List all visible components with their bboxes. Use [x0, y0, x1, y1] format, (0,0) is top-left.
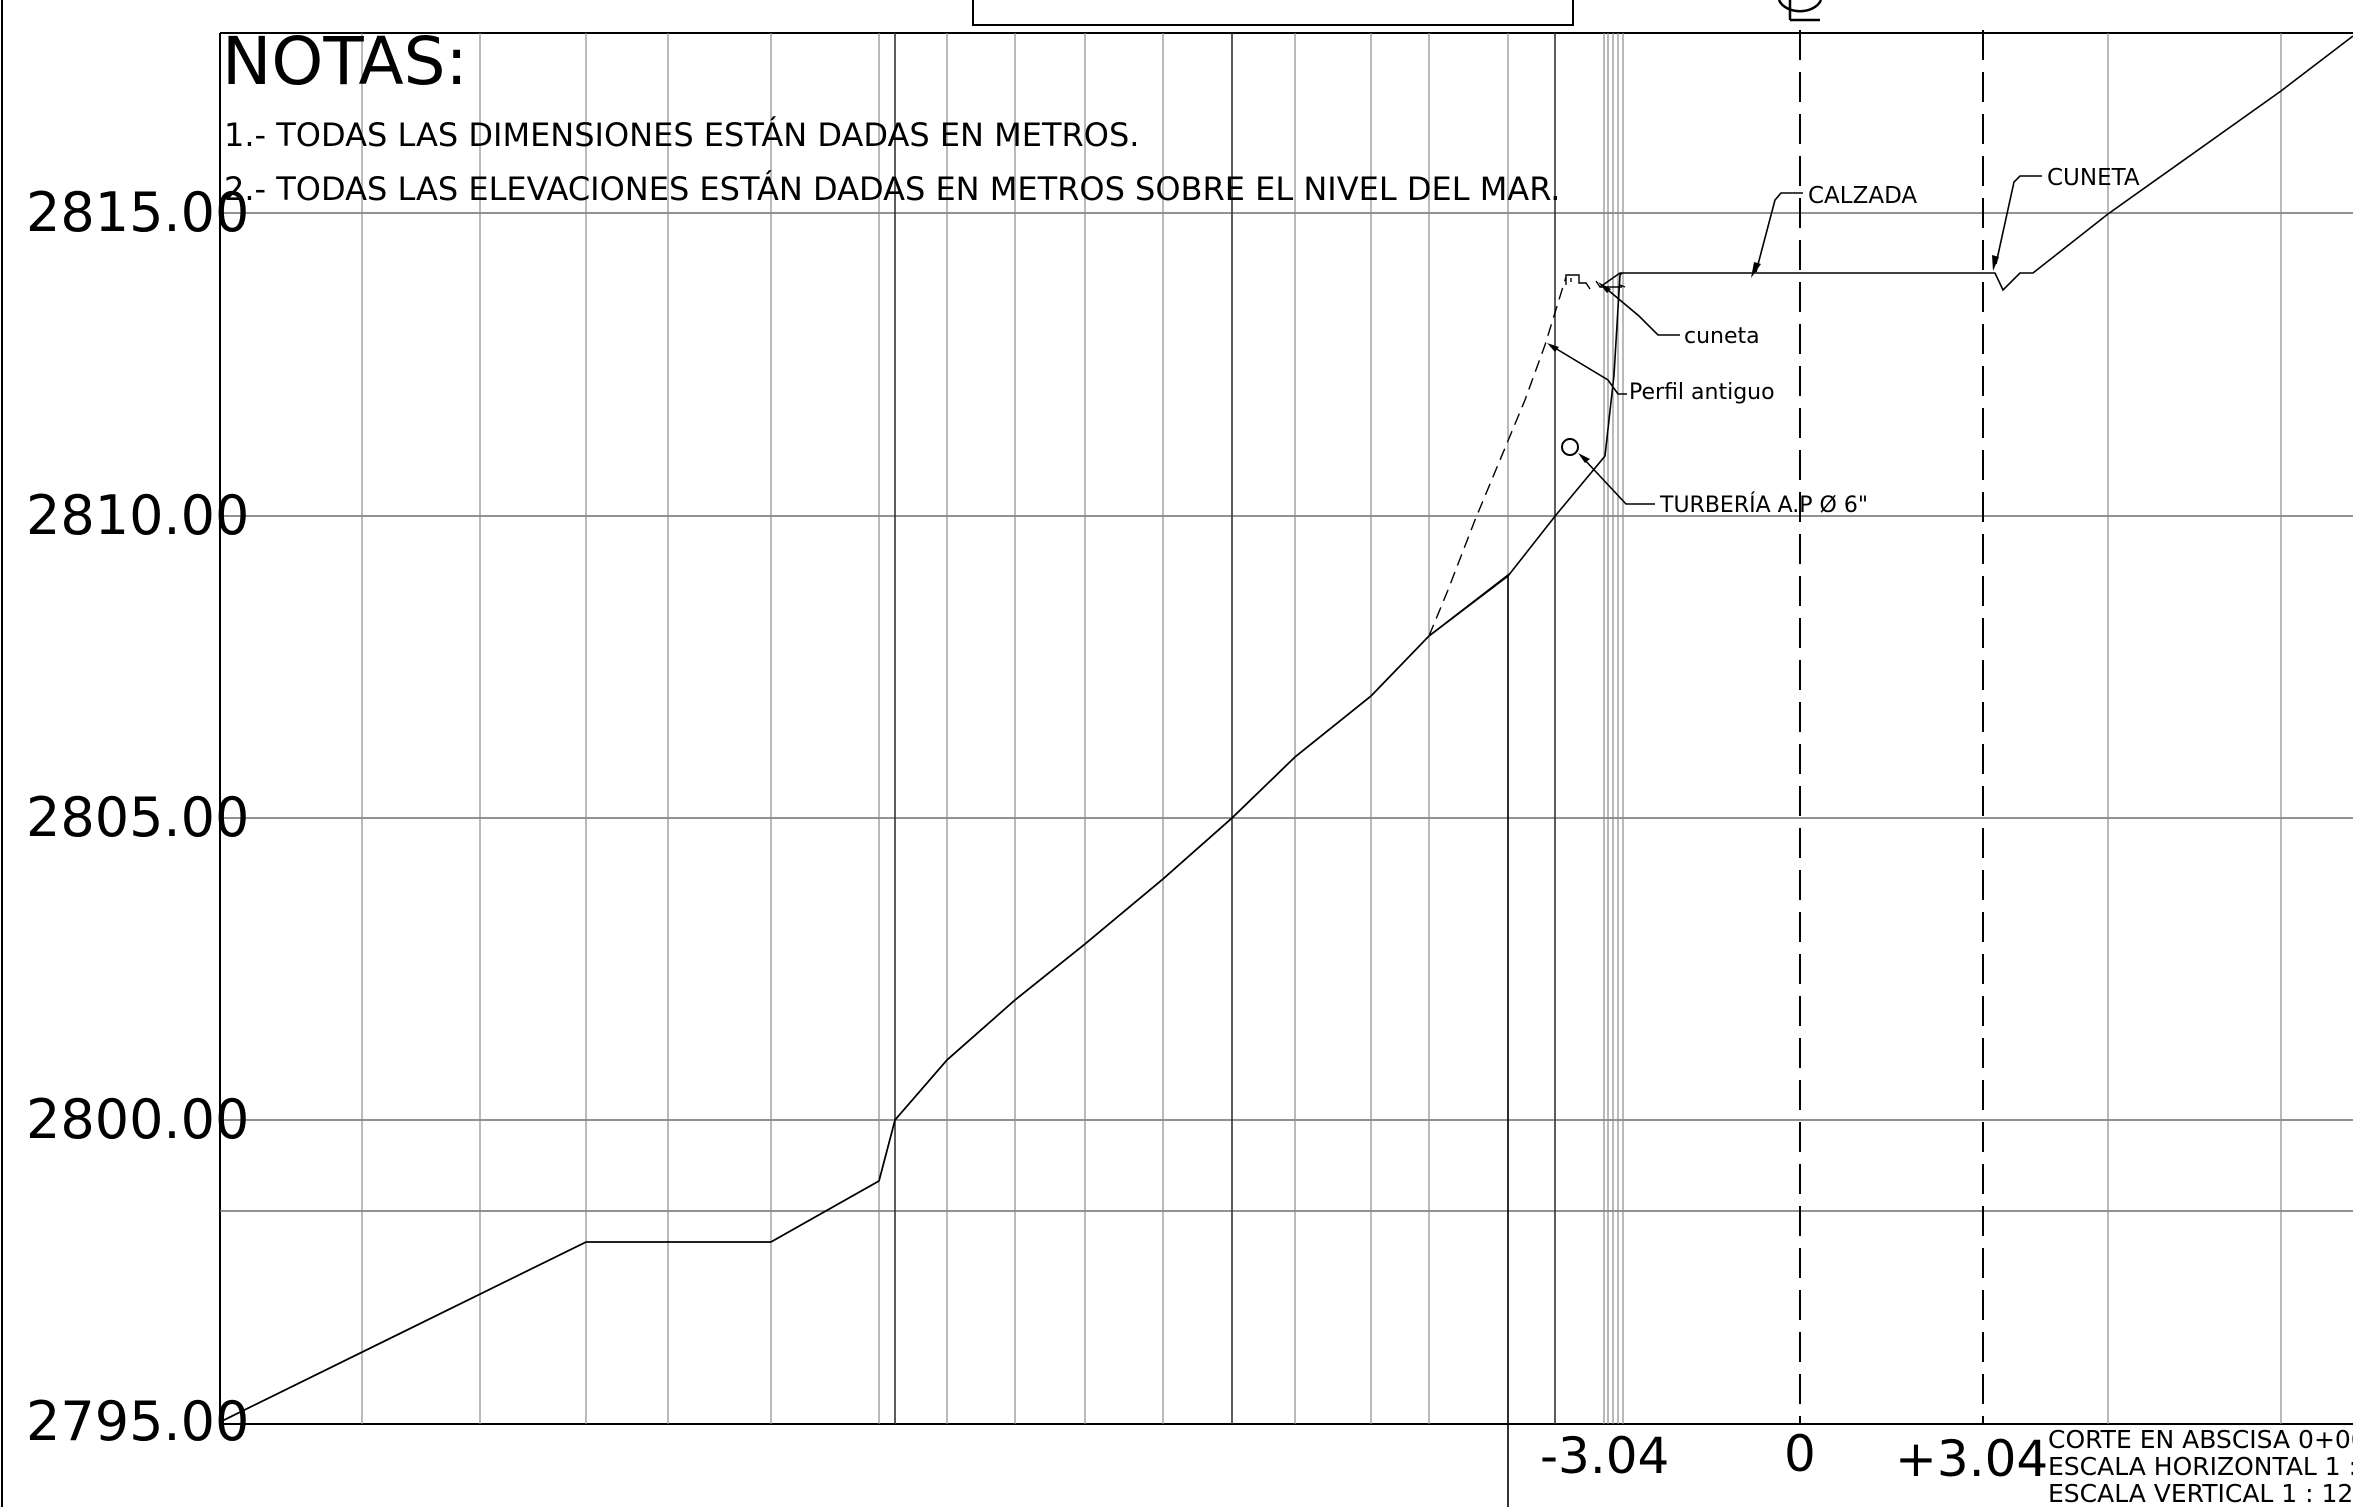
note-line-2: 2.- TODAS LAS ELEVACIONES ESTÁN DADAS EN… — [224, 170, 1560, 208]
callout-cuneta-upper: CUNETA — [2047, 165, 2140, 191]
callout-calzada: CALZADA — [1808, 183, 1917, 209]
station-label-right: +3.04 — [1895, 1430, 2048, 1488]
station-grid-major — [894, 33, 1556, 1424]
elevation-label: 2805.00 — [26, 786, 249, 849]
elevation-label: 2795.00 — [26, 1390, 249, 1453]
station-grid — [361, 33, 2282, 1424]
road-surface-line — [1599, 35, 2353, 292]
title-block-line-3: ESCALA VERTICAL 1 : 12 — [2048, 1479, 2353, 1507]
old-profile-line — [1428, 276, 1567, 637]
title-block-line-2: ESCALA HORIZONTAL 1 : — [2048, 1452, 2353, 1481]
notes-title: NOTAS: — [222, 23, 468, 100]
callout-tuberia: TURBERÍA A.P Ø 6" — [1659, 492, 1868, 518]
station-label-center: 0 — [1784, 1425, 1816, 1483]
elevation-label: 2815.00 — [26, 181, 249, 244]
old-curb-detail — [1565, 274, 1626, 290]
callout-leaders — [1549, 175, 2042, 505]
callout-perfil-antiguo: Perfil antiguo — [1629, 380, 1775, 405]
centerline-dashed — [1799, 30, 1984, 1424]
elevation-grid — [220, 212, 2353, 1212]
note-line-1: 1.- TODAS LAS DIMENSIONES ESTÁN DADAS EN… — [224, 116, 1139, 154]
elevation-label: 2810.00 — [26, 484, 249, 547]
pipe-circle-icon — [1561, 438, 1579, 456]
station-label-left: -3.04 — [1540, 1427, 1669, 1485]
centerline-symbol-icon — [1777, 0, 1823, 22]
ground-profile-line-main — [219, 272, 1623, 1423]
title-block-line-1: CORTE EN ABSCISA 0+00 — [2048, 1425, 2353, 1454]
ground-profile-line — [219, 573, 1509, 1507]
elevation-label: 2800.00 — [26, 1088, 249, 1151]
callout-arrowheads — [1547, 255, 1999, 463]
callout-cuneta-lower: cuneta — [1684, 324, 1760, 349]
